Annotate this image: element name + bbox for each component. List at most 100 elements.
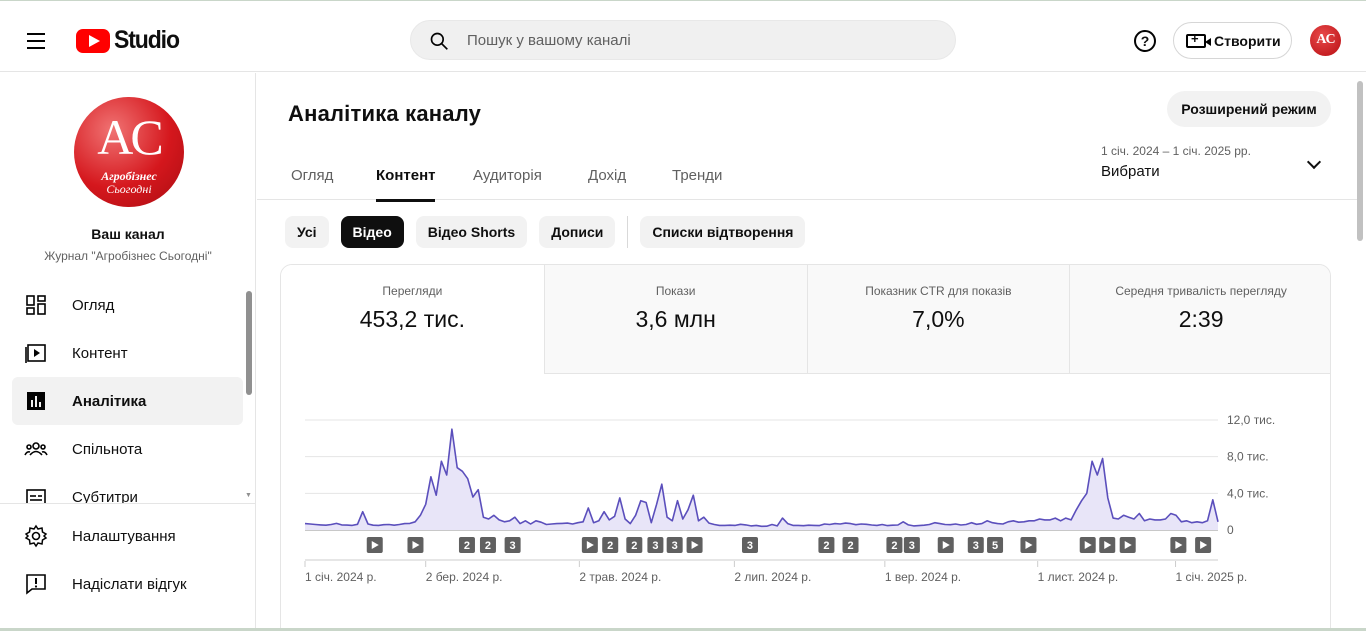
create-video-icon <box>1186 31 1211 48</box>
views-chart[interactable]: 12,0 тис.8,0 тис.4,0 тис.02 2 3 2 2 3 3 3 2 2 2 3 3 5… <box>281 375 1331 631</box>
publish-marker[interactable] <box>666 537 683 553</box>
y-tick-label: 12,0 тис. <box>1227 413 1275 427</box>
page-scrollbar[interactable] <box>1357 81 1363 241</box>
metric-label: Середня тривалість перегляду <box>1115 284 1287 298</box>
create-button[interactable]: Створити <box>1173 22 1292 59</box>
views-area <box>305 429 1218 530</box>
x-tick-label: 1 січ. 2025 р. <box>1176 570 1248 584</box>
date-select[interactable]: Вибрати <box>1101 163 1160 180</box>
tab-trends[interactable]: Тренди <box>672 167 723 184</box>
metric-ctr[interactable]: Показник CTR для показів 7,0% <box>806 265 1070 374</box>
publish-marker[interactable] <box>967 537 984 553</box>
account-avatar[interactable]: AC <box>1310 25 1341 56</box>
publish-marker[interactable] <box>479 537 496 553</box>
search-bar[interactable] <box>410 20 956 60</box>
sidebar-bottom: Налаштування Надіслати відгук <box>0 503 256 616</box>
sidebar-item-label: Контент <box>72 344 128 362</box>
publish-marker[interactable] <box>602 537 619 553</box>
tab-overview[interactable]: Огляд <box>291 167 334 184</box>
y-tick-label: 0 <box>1227 523 1234 537</box>
marker-count: 2 <box>847 540 853 552</box>
dashboard-icon <box>26 295 46 315</box>
play-icon <box>1084 541 1092 549</box>
marker-count: 2 <box>631 540 637 552</box>
marker-count: 2 <box>485 540 491 552</box>
sidebar-nav-viewport: Огляд Контент Аналітика Спільнота Субтит… <box>0 281 256 503</box>
menu-icon[interactable] <box>24 30 48 50</box>
y-tick-label: 4,0 тис. <box>1227 486 1269 500</box>
views-line[interactable] <box>304 428 1219 528</box>
sidebar-item-community[interactable]: Спільнота <box>12 425 243 473</box>
tab-revenue[interactable]: Дохід <box>588 167 627 184</box>
sidebar-item-content[interactable]: Контент <box>12 329 243 377</box>
metric-label: Перегляди <box>382 284 443 298</box>
publish-marker[interactable] <box>741 537 758 553</box>
feedback-icon <box>26 574 46 595</box>
sidebar-item-dashboard[interactable]: Огляд <box>12 281 243 329</box>
sidebar-item-label: Огляд <box>72 296 115 314</box>
sidebar-item-analytics[interactable]: Аналітика <box>12 377 243 425</box>
metrics-row: Перегляди 453,2 тис. Покази 3,6 млн Показн… <box>281 265 1330 374</box>
marker-count: 3 <box>510 540 516 552</box>
help-icon[interactable]: ? <box>1134 30 1156 52</box>
x-tick-label: 1 лист. 2024 р. <box>1038 570 1119 584</box>
chip-shorts[interactable]: Відео Shorts <box>415 216 528 248</box>
sidebar-item-subtitles[interactable]: Субтитри <box>12 473 243 503</box>
play-icon <box>691 541 699 549</box>
sidebar-scrollbar[interactable] <box>246 291 252 395</box>
tab-audience[interactable]: Аудиторія <box>473 167 542 184</box>
metric-avg-view-duration[interactable]: Середня тривалість перегляду 2:39 <box>1069 265 1330 374</box>
analytics-icon <box>27 392 45 410</box>
marker-count: 2 <box>607 540 613 552</box>
chip-videos[interactable]: Відео <box>340 216 404 248</box>
advanced-mode-button[interactable]: Розширений режим <box>1167 91 1331 127</box>
publish-marker[interactable] <box>647 537 664 553</box>
publish-marker[interactable] <box>987 537 1004 553</box>
metric-impressions[interactable]: Покази 3,6 млн <box>543 265 807 374</box>
marker-count: 3 <box>747 540 753 552</box>
publish-marker[interactable] <box>842 537 859 553</box>
sidebar: AC Агробізнес Сьогодні Ваш канал Журнал … <box>0 73 256 628</box>
sidebar-nav: Огляд Контент Аналітика Спільнота Субтит… <box>12 281 243 503</box>
publish-marker[interactable] <box>818 537 835 553</box>
sidebar-item-label: Спільнота <box>72 440 143 458</box>
search-input[interactable] <box>467 21 937 59</box>
studio-logo[interactable]: Studio <box>76 26 185 55</box>
play-icon <box>371 541 379 549</box>
sidebar-item-label: Надіслати відгук <box>72 575 187 593</box>
search-icon <box>430 32 448 50</box>
metric-value: 453,2 тис. <box>359 306 465 332</box>
sidebar-item-settings[interactable]: Налаштування <box>12 512 244 560</box>
subtitles-icon <box>26 489 46 503</box>
chip-all[interactable]: Усі <box>285 216 329 248</box>
play-icon <box>412 541 420 549</box>
page-title: Аналітика каналу <box>288 101 482 126</box>
content-filter-chips: Усі Відео Відео Shorts Дописи Списки від… <box>285 216 817 248</box>
app-name: Studio <box>114 26 180 54</box>
channel-avatar[interactable]: AC Агробізнес Сьогодні <box>74 97 184 207</box>
x-tick-label: 1 вер. 2024 р. <box>885 570 961 584</box>
publish-marker[interactable] <box>626 537 643 553</box>
play-icon <box>1104 541 1112 549</box>
chip-divider <box>627 216 629 248</box>
publish-marker[interactable] <box>504 537 521 553</box>
y-tick-label: 8,0 тис. <box>1227 450 1269 464</box>
sidebar-item-feedback[interactable]: Надіслати відгук <box>12 560 244 608</box>
channel-logo-line2: Сьогодні <box>106 182 152 196</box>
date-range[interactable]: 1 січ. 2024 – 1 січ. 2025 рр. <box>1101 144 1251 158</box>
chip-posts[interactable]: Дописи <box>539 216 616 248</box>
scroll-down-icon[interactable]: ▼ <box>245 492 252 499</box>
publish-marker[interactable] <box>458 537 475 553</box>
x-tick-label: 2 бер. 2024 р. <box>426 570 503 584</box>
x-tick-label: 1 січ. 2024 р. <box>305 570 377 584</box>
play-icon <box>1200 541 1208 549</box>
x-tick-label: 2 трав. 2024 р. <box>579 570 661 584</box>
marker-count: 3 <box>973 540 979 552</box>
channel-logo-line1: Агробізнес <box>101 169 157 183</box>
publish-marker[interactable] <box>886 537 903 553</box>
chip-playlists[interactable]: Списки відтворення <box>640 216 806 248</box>
metric-views[interactable]: Перегляди 453,2 тис. <box>281 265 544 374</box>
tab-content[interactable]: Контент <box>376 167 436 202</box>
publish-marker[interactable] <box>903 537 920 553</box>
x-tick-label: 2 лип. 2024 р. <box>734 570 811 584</box>
